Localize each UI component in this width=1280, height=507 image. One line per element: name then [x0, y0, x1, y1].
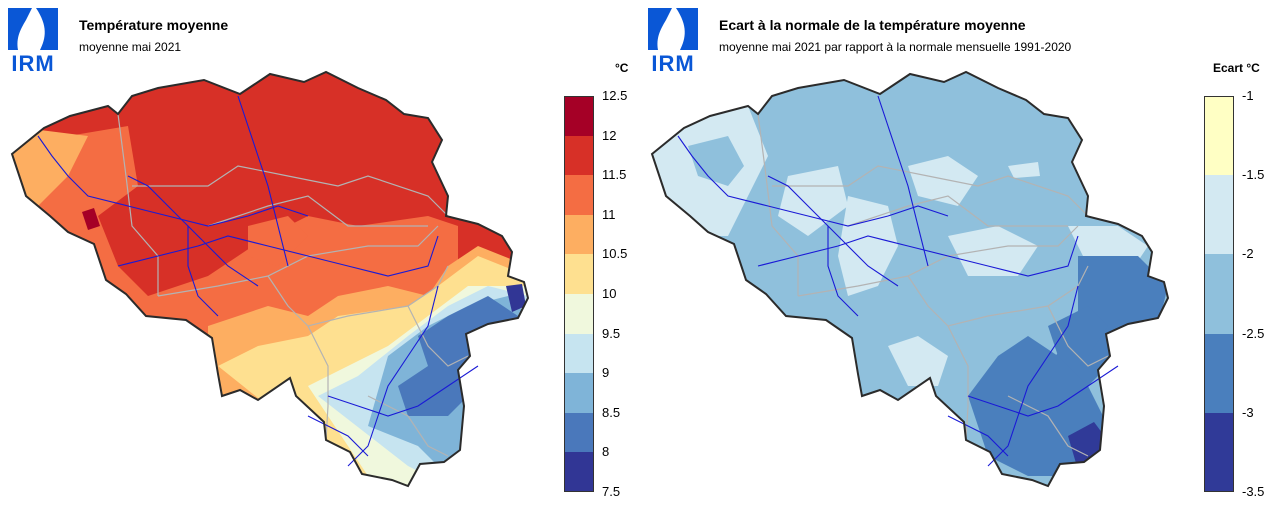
map-subtitle: moyenne mai 2021 par rapport à la normal…	[719, 40, 1072, 54]
legend-swatch	[564, 412, 594, 453]
legend-tick-label: 10.5	[602, 246, 628, 262]
legend-unit: °C	[615, 61, 629, 75]
anomaly-map	[650, 70, 1170, 488]
rivers	[677, 95, 1119, 467]
legend-tick-label: 7.5	[602, 484, 621, 499]
temperature-map	[10, 70, 530, 488]
rivers	[37, 95, 479, 467]
map-subtitle: moyenne mai 2021	[79, 40, 182, 54]
map-title: Température moyenne	[79, 17, 229, 33]
legend-tick-label: -2.5	[1242, 325, 1265, 341]
legend-tick-label: -1.5	[1242, 167, 1265, 183]
legend-tick-label: -3	[1242, 404, 1254, 420]
anomaly-legend: -1 -1.5 -2 -2.5 -3 -3.5	[1204, 88, 1264, 499]
legend-tick-label: 8.5	[602, 404, 621, 420]
legend-swatch	[564, 175, 594, 216]
legend-tick-label: -1	[1242, 88, 1254, 103]
legend-swatch	[564, 96, 594, 137]
legend-frame	[564, 96, 594, 492]
legend-swatch	[564, 452, 594, 493]
irm-logo-text: IRM	[651, 51, 695, 76]
legend-tick-label: 9	[602, 365, 610, 381]
legend-swatch	[1204, 333, 1234, 414]
legend-swatch	[1204, 254, 1234, 335]
legend-unit: Ecart °C	[1213, 61, 1260, 75]
legend-tick-label: 11.5	[602, 167, 627, 183]
irm-logo: IRM	[646, 4, 700, 76]
temperature-panel: IRM Température moyenne moyenne mai 2021…	[6, 4, 629, 499]
legend-frame	[1204, 96, 1234, 492]
legend-tick-label: -3.5	[1242, 484, 1265, 499]
temperature-legend: 12.5 12 11.5 11 10.5 10 9.5 9 8.5 8 7.5	[564, 88, 627, 499]
country-border	[650, 70, 1170, 488]
legend-swatch	[564, 373, 594, 414]
province-boundaries	[117, 113, 469, 457]
legend-swatch	[564, 294, 594, 335]
irm-logo-mark	[8, 8, 58, 50]
irm-logo-text: IRM	[11, 51, 55, 76]
legend-swatch	[564, 214, 594, 255]
map-title: Ecart à la normale de la température moy…	[719, 17, 1026, 33]
legend-tick-label: 8	[602, 444, 610, 460]
legend-tick-label: 10	[602, 286, 617, 301]
legend-swatch	[1204, 175, 1234, 255]
legend-swatch	[1204, 412, 1234, 493]
irm-logo-mark	[648, 8, 698, 50]
legend-tick-label: 12	[602, 127, 617, 143]
irm-logo: IRM	[6, 4, 60, 76]
legend-tick-label: -2	[1242, 246, 1254, 262]
legend-swatch	[564, 135, 594, 176]
legend-tick-label: 11	[602, 206, 616, 222]
anomaly-panel: IRM Ecart à la normale de la température…	[640, 0, 1280, 507]
country-border	[10, 70, 530, 488]
legend-swatch	[564, 254, 594, 295]
legend-tick-label: 12.5	[602, 88, 628, 103]
legend-swatch	[1204, 96, 1234, 176]
legend-tick-label: 9.5	[602, 325, 621, 341]
legend-swatch	[564, 333, 594, 374]
